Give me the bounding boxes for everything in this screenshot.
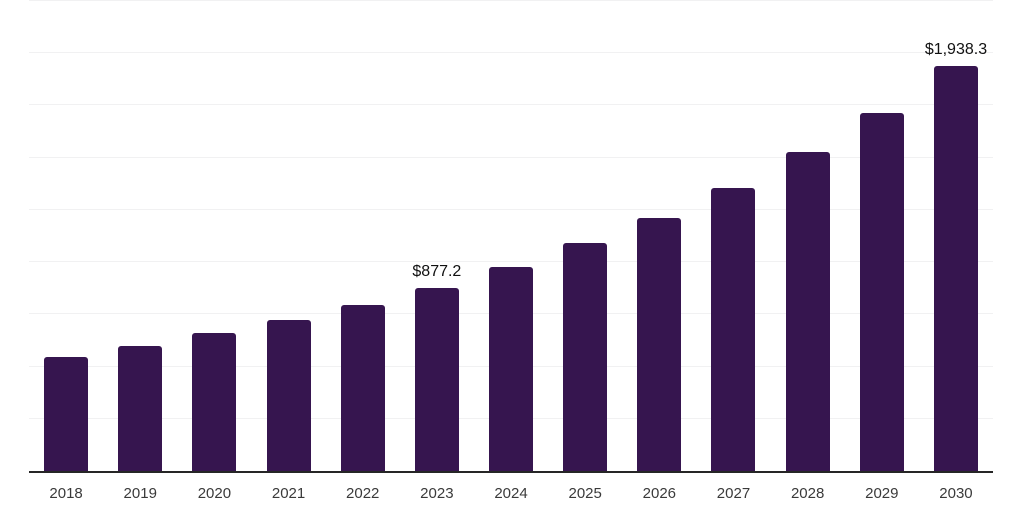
bar-slot-2025 xyxy=(548,1,622,471)
plot-area: $877.2 $1,938.3 xyxy=(29,0,993,473)
bar-2030 xyxy=(933,66,978,471)
bar-2021 xyxy=(266,320,311,471)
bar-slot-2019 xyxy=(103,1,177,471)
gridline xyxy=(29,156,993,158)
bar-slot-2023: $877.2 xyxy=(400,1,474,471)
x-tick-label-2023: 2023 xyxy=(420,485,454,502)
x-tick-label-2030: 2030 xyxy=(939,485,973,502)
bar-slot-2020 xyxy=(177,1,251,471)
bar-slot-2021 xyxy=(251,1,325,471)
x-tick-label-2024: 2024 xyxy=(494,485,528,502)
x-tick-label-2025: 2025 xyxy=(568,485,602,502)
bar-value-label-2030: $1,938.3 xyxy=(924,41,988,59)
x-tick-label-2021: 2021 xyxy=(271,485,306,502)
bar-slot-2022 xyxy=(326,1,400,471)
bar-value-label-2023: $877.2 xyxy=(412,262,462,280)
x-tick-label-2029: 2029 xyxy=(865,485,899,502)
x-tick-label-2027: 2027 xyxy=(716,485,751,502)
bar-2022 xyxy=(340,304,385,471)
bar-slot-2028 xyxy=(771,1,845,471)
bar-2029 xyxy=(859,112,904,471)
bar-chart: $877.2 $1,938.3 2018 2019 2020 2021 2022 2023 2… xyxy=(29,0,993,501)
bar-2020 xyxy=(192,333,237,471)
x-tick-label-2026: 2026 xyxy=(642,485,677,502)
bar-slot-2024 xyxy=(474,1,548,471)
x-tick-label-2022: 2022 xyxy=(346,485,380,502)
gridline xyxy=(29,0,993,1)
bar-slot-2030: $1,938.3 xyxy=(919,1,993,471)
bar-2024 xyxy=(489,267,534,471)
bar-slot-2018 xyxy=(29,1,103,471)
bar-slot-2029 xyxy=(845,1,919,471)
x-tick-label-2020: 2020 xyxy=(197,485,232,502)
x-tick-label-2019: 2019 xyxy=(123,485,157,502)
bar-2019 xyxy=(118,345,163,471)
gridline xyxy=(29,52,993,54)
bar-slot-2027 xyxy=(696,1,770,471)
bar-slot-2026 xyxy=(622,1,696,471)
bar-2018 xyxy=(44,356,89,471)
x-tick-label-2018: 2018 xyxy=(49,485,83,502)
bar-2026 xyxy=(637,218,682,471)
bar-2028 xyxy=(785,152,830,471)
bar-2025 xyxy=(563,243,608,471)
x-axis-labels: 2018 2019 2020 2021 2022 2023 2024 2025 2026 2027… xyxy=(29,473,993,501)
gridline xyxy=(29,104,993,106)
x-tick-label-2028: 2028 xyxy=(790,485,825,502)
gridline xyxy=(29,208,993,210)
gridline xyxy=(29,261,993,263)
bar-slots: $877.2 $1,938.3 xyxy=(29,1,993,471)
bar-2027 xyxy=(711,188,756,471)
bar-2023 xyxy=(414,287,459,471)
